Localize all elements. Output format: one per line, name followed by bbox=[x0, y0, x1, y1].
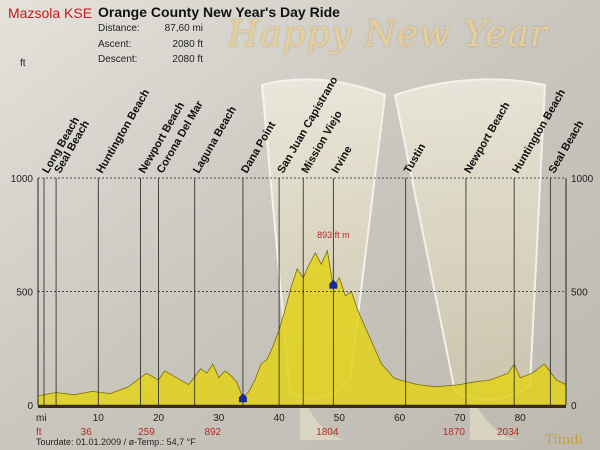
place-label: Irvine bbox=[330, 144, 355, 175]
house-marker bbox=[329, 279, 338, 289]
peak-label: 893 ft m bbox=[317, 230, 350, 240]
x-tick-label: 10 bbox=[93, 413, 105, 424]
signature: Tündi bbox=[545, 433, 583, 448]
descent-label: Descent: bbox=[98, 54, 138, 65]
x-tick-label: 50 bbox=[334, 413, 346, 424]
descent-value: 2080 ft bbox=[172, 54, 203, 65]
ascent-value: 2080 ft bbox=[172, 39, 203, 50]
house-marker bbox=[238, 393, 247, 403]
greeting-text: Happy New Year bbox=[227, 14, 548, 55]
y-tick-label-right: 1000 bbox=[571, 174, 594, 185]
tour-footer: Tourdate: 01.01.2009 / ø-Temp.: 54,7 °F bbox=[36, 437, 196, 447]
ascent-label: 36 bbox=[81, 427, 93, 438]
ascent-label: 2034 bbox=[497, 427, 520, 438]
y-tick-label-right: 500 bbox=[571, 288, 588, 299]
x-tick-label: 40 bbox=[274, 413, 286, 424]
x-axis-unit-mi: mi bbox=[36, 413, 47, 424]
ascent-label: 259 bbox=[138, 427, 155, 438]
x-tick-label: 60 bbox=[394, 413, 406, 424]
ascent-label: 1804 bbox=[316, 427, 339, 438]
x-tick-label: 70 bbox=[454, 413, 466, 424]
ascent-label: 892 bbox=[204, 427, 221, 438]
place-label: Newport Beach bbox=[462, 100, 513, 176]
ride-title: Orange County New Year's Day Ride bbox=[98, 4, 340, 20]
y-tick-label-left: 500 bbox=[16, 288, 33, 299]
y-tick-label-left: 0 bbox=[27, 401, 33, 412]
y-tick-label-right: 0 bbox=[571, 401, 577, 412]
distance-value: 87,60 mi bbox=[164, 23, 203, 34]
y-tick-label-left: 1000 bbox=[11, 174, 34, 185]
x-tick-label: 30 bbox=[213, 413, 225, 424]
y-axis-unit: ft bbox=[20, 58, 26, 69]
place-label: Tustin bbox=[402, 141, 429, 175]
brand-label: Mazsola KSE bbox=[8, 5, 93, 21]
place-label: Seal Beach bbox=[547, 118, 587, 175]
x-tick-label: 20 bbox=[153, 413, 165, 424]
place-label: Dana Point bbox=[239, 119, 278, 175]
elevation-area bbox=[37, 249, 567, 406]
x-axis-baseline bbox=[38, 405, 566, 408]
ascent-label: Ascent: bbox=[98, 39, 132, 50]
x-axis-unit-ft: ft bbox=[36, 427, 42, 438]
distance-label: Distance: bbox=[98, 23, 140, 34]
x-tick-label: 80 bbox=[515, 413, 527, 424]
ascent-label: 1870 bbox=[443, 427, 466, 438]
